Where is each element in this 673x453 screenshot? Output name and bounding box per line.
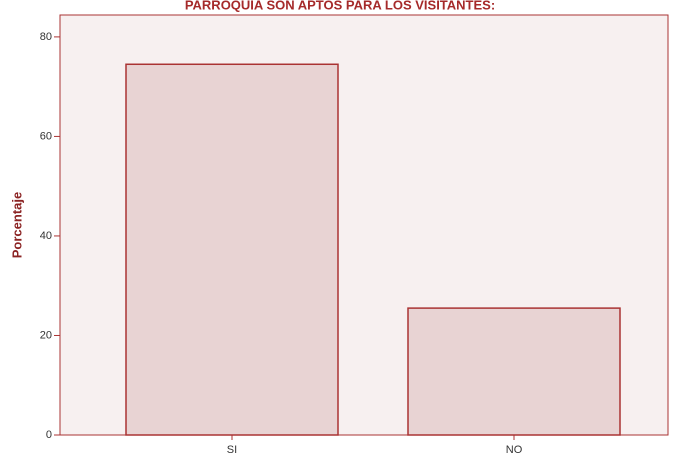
y-tick-label: 0 [46,429,52,441]
bar [125,63,339,436]
y-tick-label: 60 [40,130,52,142]
y-axis-label: Porcentaje [9,192,24,258]
chart-title: PARROQUIA SON APTOS PARA LOS VISITANTES: [185,0,495,12]
x-tick-label: NO [506,444,523,453]
y-tick-label: 20 [40,329,52,341]
bar [407,307,621,436]
x-tick-label: SI [227,444,237,453]
y-tick-label: 80 [40,31,52,43]
y-tick-label: 40 [40,230,52,242]
